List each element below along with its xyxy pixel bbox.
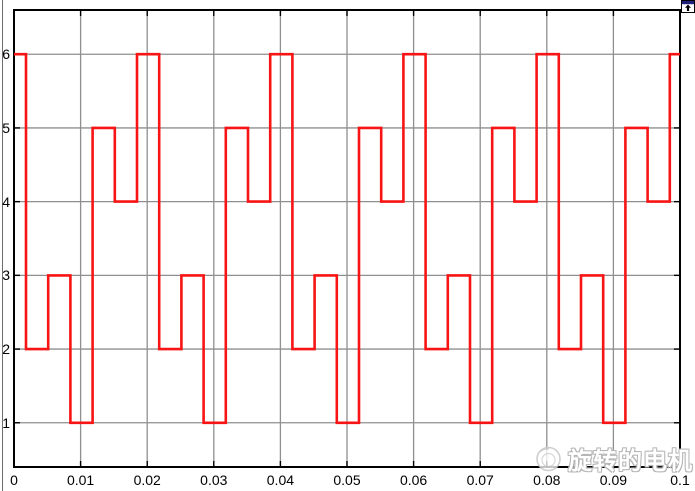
y-tick-label: 1 bbox=[2, 414, 10, 431]
x-tick-label: 0.04 bbox=[266, 472, 295, 488]
dock-figure-icon[interactable] bbox=[681, 0, 695, 13]
x-tick-label: 0.03 bbox=[200, 472, 228, 488]
y-tick-label: 5 bbox=[2, 119, 10, 136]
x-tick-label: 0.06 bbox=[399, 472, 428, 488]
x-tick-label: 0.1 bbox=[670, 472, 690, 488]
x-tick-label: 0.08 bbox=[533, 472, 561, 488]
window-frame-edge bbox=[2, 0, 3, 491]
y-tick-label: 2 bbox=[2, 341, 10, 358]
signal-trace bbox=[14, 52, 680, 425]
y-tick-label: 3 bbox=[2, 267, 10, 284]
x-tick-label: 0.01 bbox=[66, 472, 95, 488]
x-tick-label: 0 bbox=[10, 472, 18, 488]
y-tick-label: 6 bbox=[2, 46, 10, 63]
x-tick-label: 0.07 bbox=[466, 472, 494, 488]
x-tick-label: 0.09 bbox=[599, 472, 628, 488]
x-tick-label: 0.05 bbox=[333, 472, 361, 488]
x-tick-label: 0.02 bbox=[133, 472, 161, 488]
y-tick-label: 4 bbox=[2, 193, 10, 210]
